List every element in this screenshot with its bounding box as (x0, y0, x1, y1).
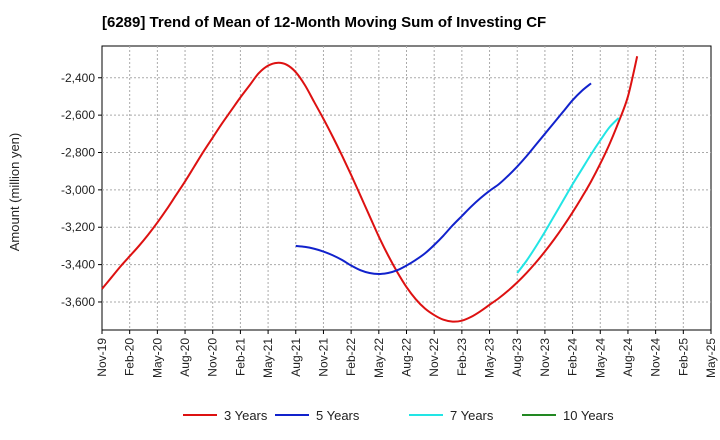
legend-label: 10 Years (563, 408, 614, 423)
x-tick-label: May-23 (483, 338, 497, 378)
x-tick-label: Aug-22 (400, 338, 414, 377)
y-tick-label: -2,800 (61, 146, 95, 160)
x-tick-label: May-22 (372, 338, 386, 378)
x-tick-label: Aug-24 (621, 338, 635, 377)
legend-label: 5 Years (316, 408, 360, 423)
x-tick-label: Feb-25 (676, 338, 690, 376)
x-tick-label: Feb-23 (455, 338, 469, 376)
y-tick-label: -2,600 (61, 108, 95, 122)
legend: 3 Years 5 Years 7 Years 10 Years (183, 408, 614, 423)
x-tick-label: Nov-20 (206, 338, 220, 377)
series-layer (101, 56, 639, 323)
x-tick-label: Feb-21 (233, 338, 247, 376)
x-tick-label: Aug-20 (178, 338, 192, 377)
x-tick-label: Feb-22 (344, 338, 358, 376)
x-tick-label: Feb-24 (566, 338, 580, 376)
y-tick-label: -3,200 (61, 220, 95, 234)
y-tick-label: -3,000 (61, 183, 95, 197)
y-axis: -3,600 -3,400 -3,200 -3,000 -2,800 -2,600 -2,4… (61, 71, 102, 309)
x-tick-label: Nov-23 (538, 338, 552, 377)
x-tick-label: Feb-20 (123, 338, 137, 376)
y-tick-label: -3,400 (61, 258, 95, 272)
x-tick-label: May-24 (593, 338, 607, 378)
y-tick-label: -2,400 (61, 71, 95, 85)
x-tick-label: May-20 (150, 338, 164, 378)
y-tick-label: -3,600 (61, 295, 95, 309)
x-tick-label: May-25 (704, 338, 718, 378)
x-tick-label: Aug-21 (289, 338, 303, 377)
y-axis-title: Amount (million yen) (7, 133, 22, 252)
x-axis: Nov-19 Feb-20 May-20 Aug-20 Nov-20 Feb-21 May-… (95, 330, 718, 378)
series-line-1 (101, 56, 639, 323)
series-line-3 (516, 117, 620, 274)
x-tick-label: May-21 (261, 338, 275, 378)
x-tick-label: Nov-19 (95, 338, 109, 377)
grid-layer (102, 46, 711, 330)
x-tick-label: Nov-22 (427, 338, 441, 377)
chart-title: [6289] Trend of Mean of 12-Month Moving … (102, 14, 547, 31)
legend-label: 7 Years (450, 408, 494, 423)
x-tick-label: Aug-23 (510, 338, 524, 377)
legend-label: 3 Years (224, 408, 268, 423)
x-tick-label: Nov-21 (316, 338, 330, 377)
series-line-2 (295, 82, 592, 275)
x-tick-label: Nov-24 (649, 338, 663, 377)
